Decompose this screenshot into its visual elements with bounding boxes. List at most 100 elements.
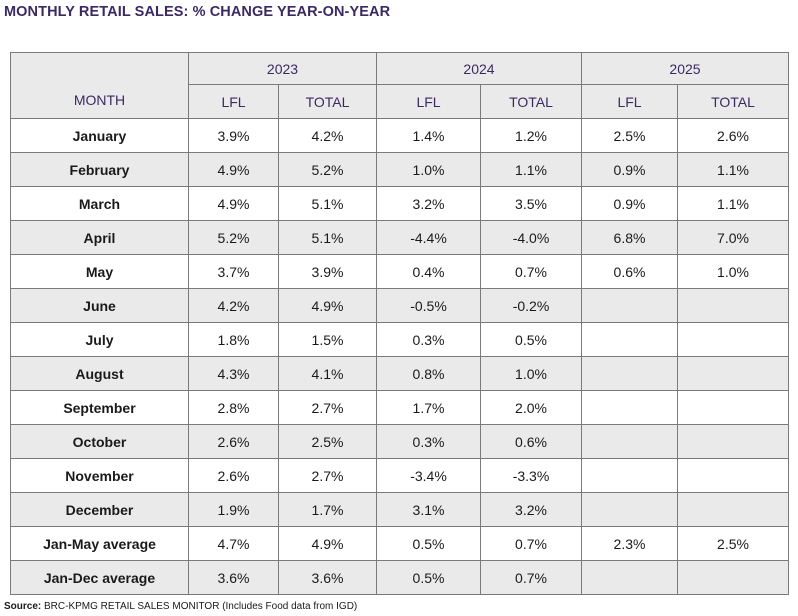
value-cell-2023-total: 5.2% — [278, 152, 377, 187]
source-text: BRC-KPMG RETAIL SALES MONITOR (Includes … — [44, 601, 358, 612]
value-cell-2024-total: 0.5% — [480, 322, 582, 357]
value-cell-2025-lfl: 6.8% — [581, 220, 678, 255]
month-cell: September — [10, 390, 189, 425]
table-row: December 1.9% 1.7% 3.1% 3.2% — [10, 492, 789, 527]
column-header-2023-lfl: LFL — [188, 84, 279, 119]
month-cell: January — [10, 118, 189, 153]
column-header-2024-lfl: LFL — [376, 84, 481, 119]
value-cell-2024-lfl: 1.0% — [376, 152, 481, 187]
value-cell-2023-lfl: 5.2% — [188, 220, 279, 255]
table-row: September 2.8% 2.7% 1.7% 2.0% — [10, 390, 789, 425]
source-label: Source: — [4, 601, 42, 612]
value-cell-2025-total: 7.0% — [677, 220, 789, 255]
value-cell-2025-lfl — [581, 492, 678, 527]
month-column-header: MONTH — [10, 52, 189, 119]
value-cell-2023-lfl: 2.6% — [188, 458, 279, 493]
value-cell-2025-total: 1.1% — [677, 186, 789, 221]
value-cell-2023-total: 4.9% — [278, 526, 377, 561]
value-cell-2024-total: 1.0% — [480, 356, 582, 391]
value-cell-2025-total — [677, 356, 789, 391]
month-cell: Jan-May average — [10, 526, 189, 561]
year-header-2024: 2024 — [376, 52, 582, 85]
month-cell: March — [10, 186, 189, 221]
value-cell-2025-lfl: 0.9% — [581, 186, 678, 221]
value-cell-2025-total — [677, 458, 789, 493]
value-cell-2025-total: 1.1% — [677, 152, 789, 187]
value-cell-2024-total: 0.7% — [480, 254, 582, 289]
retail-sales-table: MONTH 2023 2024 2025 LFL TOTAL LFL TOTAL… — [10, 52, 789, 595]
value-cell-2024-lfl: -3.4% — [376, 458, 481, 493]
value-cell-2025-lfl — [581, 356, 678, 391]
value-cell-2023-total: 3.9% — [278, 254, 377, 289]
value-cell-2025-total — [677, 390, 789, 425]
value-cell-2023-total: 1.7% — [278, 492, 377, 527]
value-cell-2023-total: 5.1% — [278, 186, 377, 221]
value-cell-2024-total: -4.0% — [480, 220, 582, 255]
value-cell-2024-total: 1.1% — [480, 152, 582, 187]
table-row: November 2.6% 2.7% -3.4% -3.3% — [10, 458, 789, 493]
value-cell-2024-lfl: 3.1% — [376, 492, 481, 527]
value-cell-2023-total: 3.6% — [278, 560, 377, 595]
value-cell-2023-total: 4.9% — [278, 288, 377, 323]
value-cell-2023-total: 4.1% — [278, 356, 377, 391]
value-cell-2024-lfl: -4.4% — [376, 220, 481, 255]
table-row: June 4.2% 4.9% -0.5% -0.2% — [10, 288, 789, 323]
value-cell-2025-lfl — [581, 390, 678, 425]
value-cell-2025-total — [677, 288, 789, 323]
value-cell-2024-total: 0.6% — [480, 424, 582, 459]
value-cell-2023-lfl: 4.2% — [188, 288, 279, 323]
column-header-row: LFL TOTAL LFL TOTAL LFL TOTAL — [11, 84, 789, 119]
year-header-2023: 2023 — [188, 52, 377, 85]
table-body: January 3.9% 4.2% 1.4% 1.2% 2.5% 2.6% February 4… — [10, 118, 789, 595]
table-row: Jan-Dec average 3.6% 3.6% 0.5% 0.7% — [10, 560, 789, 595]
value-cell-2025-lfl — [581, 560, 678, 595]
value-cell-2025-lfl: 2.3% — [581, 526, 678, 561]
value-cell-2024-lfl: -0.5% — [376, 288, 481, 323]
value-cell-2024-total: -3.3% — [480, 458, 582, 493]
value-cell-2024-lfl: 1.4% — [376, 118, 481, 153]
month-cell: February — [10, 152, 189, 187]
value-cell-2023-total: 4.2% — [278, 118, 377, 153]
value-cell-2023-lfl: 1.8% — [188, 322, 279, 357]
value-cell-2024-total: -0.2% — [480, 288, 582, 323]
month-cell: December — [10, 492, 189, 527]
value-cell-2025-lfl — [581, 288, 678, 323]
year-header-row: MONTH 2023 2024 2025 — [10, 52, 789, 119]
value-cell-2025-lfl — [581, 424, 678, 459]
value-cell-2023-lfl: 3.6% — [188, 560, 279, 595]
value-cell-2025-total — [677, 322, 789, 357]
value-cell-2024-total: 1.2% — [480, 118, 582, 153]
table-row: February 4.9% 5.2% 1.0% 1.1% 0.9% 1.1% — [10, 152, 789, 187]
month-cell: June — [10, 288, 189, 323]
column-header-2025-total: TOTAL — [677, 84, 789, 119]
value-cell-2024-lfl: 0.8% — [376, 356, 481, 391]
column-header-2025-lfl: LFL — [581, 84, 678, 119]
value-cell-2024-lfl: 1.7% — [376, 390, 481, 425]
value-cell-2023-total: 1.5% — [278, 322, 377, 357]
month-cell: May — [10, 254, 189, 289]
month-cell: July — [10, 322, 189, 357]
value-cell-2025-lfl: 0.9% — [581, 152, 678, 187]
value-cell-2025-total — [677, 492, 789, 527]
value-cell-2024-lfl: 3.2% — [376, 186, 481, 221]
value-cell-2025-lfl — [581, 322, 678, 357]
value-cell-2024-total: 3.2% — [480, 492, 582, 527]
chart-title: MONTHLY RETAIL SALES: % CHANGE YEAR-ON-Y… — [4, 4, 391, 20]
table-row: July 1.8% 1.5% 0.3% 0.5% — [10, 322, 789, 357]
month-cell: November — [10, 458, 189, 493]
value-cell-2024-lfl: 0.3% — [376, 424, 481, 459]
value-cell-2023-total: 2.5% — [278, 424, 377, 459]
source-note: Source: BRC-KPMG RETAIL SALES MONITOR (I… — [4, 601, 357, 612]
month-cell: April — [10, 220, 189, 255]
value-cell-2025-lfl: 0.6% — [581, 254, 678, 289]
value-cell-2023-lfl: 4.7% — [188, 526, 279, 561]
value-cell-2024-total: 0.7% — [480, 526, 582, 561]
value-cell-2025-total: 2.5% — [677, 526, 789, 561]
table-row: October 2.6% 2.5% 0.3% 0.6% — [10, 424, 789, 459]
value-cell-2023-lfl: 4.9% — [188, 186, 279, 221]
value-cell-2023-lfl: 3.9% — [188, 118, 279, 153]
value-cell-2023-lfl: 2.6% — [188, 424, 279, 459]
table-row: January 3.9% 4.2% 1.4% 1.2% 2.5% 2.6% — [10, 118, 789, 153]
column-header-2024-total: TOTAL — [480, 84, 582, 119]
month-cell: Jan-Dec average — [10, 560, 189, 595]
